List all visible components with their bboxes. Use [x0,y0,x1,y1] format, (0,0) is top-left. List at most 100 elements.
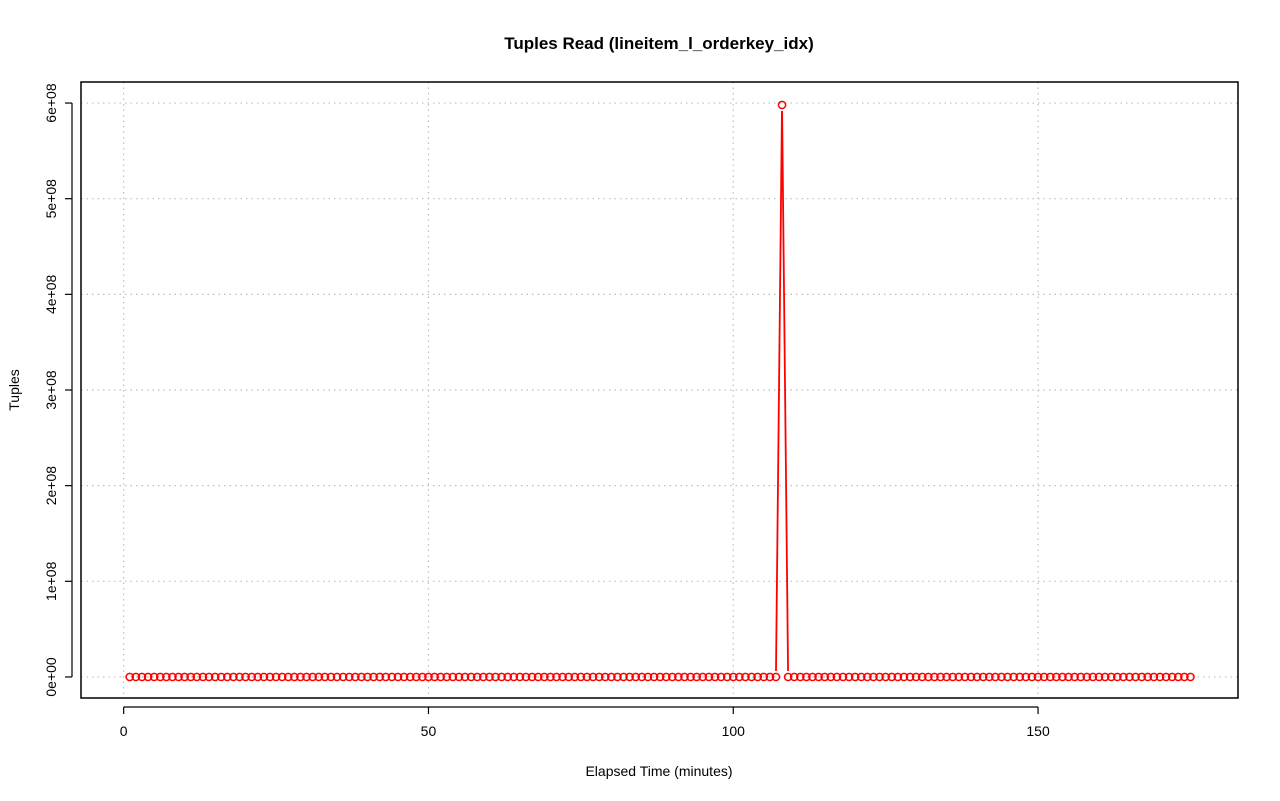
data-point [588,672,598,682]
data-point [198,672,208,682]
data-point [326,672,336,682]
data-point [174,672,183,682]
data-point [503,672,513,682]
data-point [722,672,732,682]
data-point [271,672,281,682]
data-point [375,672,385,682]
data-point [1143,672,1153,682]
data-point [1106,672,1116,682]
data-point [984,672,994,682]
data-point [442,672,452,682]
data-point [991,672,1000,682]
data-point [497,672,506,682]
data-point [856,672,866,682]
data-point [509,672,519,682]
data-point [735,672,744,682]
data-point [296,672,305,682]
data-point [881,672,891,682]
y-tick-label: 3e+08 [43,370,59,410]
data-point [338,672,348,682]
data-point [216,672,226,682]
data-point [1137,672,1147,682]
data-point [844,672,854,682]
data-point [777,100,787,110]
data-point [765,672,775,682]
data-point [131,672,141,682]
data-point [643,672,653,682]
data-point [125,672,135,682]
data-point [680,672,689,682]
data-point [875,672,884,682]
data-point [350,672,360,682]
data-point [1009,672,1019,682]
data-point [1033,672,1043,682]
data-point [210,672,220,682]
data-point [942,672,951,682]
series-line-segment [775,110,783,671]
data-point [631,672,641,682]
data-point [972,672,982,682]
data-point [753,672,762,682]
y-tick-label: 5e+08 [43,179,59,219]
data-point [533,672,543,682]
data-point [320,672,330,682]
data-point [436,672,446,682]
data-point [838,672,848,682]
data-point [826,672,836,682]
data-point [430,672,439,682]
data-point [137,672,147,682]
data-point [527,672,537,682]
data-point [923,672,933,682]
data-point [1015,672,1025,682]
data-point [619,672,628,682]
data-point [302,672,311,682]
data-point [1082,672,1092,682]
data-point [655,672,665,682]
data-point [253,672,263,682]
data-point [997,672,1006,682]
data-point [710,672,720,682]
data-point [192,672,202,682]
data-point [917,672,927,682]
data-point [1100,672,1110,682]
data-point [1045,672,1055,682]
data-point [954,672,964,682]
data-point [247,672,257,682]
data-point [1155,672,1165,682]
chart-title: Tuples Read (lineitem_l_orderkey_idx) [504,34,814,53]
data-point [1058,672,1067,682]
data-point [552,672,561,682]
data-point [692,672,702,682]
data-point [478,672,488,682]
data-point [180,672,189,682]
data-point [259,672,269,682]
data-point [1173,672,1183,682]
data-point [168,672,177,682]
data-point [357,672,366,682]
data-point [558,672,567,682]
data-point [521,672,531,682]
data-point [704,672,714,682]
data-point [594,672,604,682]
y-tick-label: 4e+08 [43,274,59,314]
data-point [637,672,647,682]
data-point [1161,672,1171,682]
data-point [399,672,409,682]
data-point [149,672,159,682]
data-point [515,672,525,682]
data-point [405,672,415,682]
data-point [1094,672,1104,682]
data-point [674,672,683,682]
data-point [625,672,634,682]
data-point [832,672,842,682]
data-point [491,672,500,682]
data-point [582,672,592,682]
data-point [204,672,214,682]
data-point [235,672,244,682]
data-point [747,672,756,682]
data-point [1027,672,1037,682]
data-point [1167,672,1177,682]
data-point [863,672,872,682]
data-point [564,672,574,682]
data-point [728,672,738,682]
